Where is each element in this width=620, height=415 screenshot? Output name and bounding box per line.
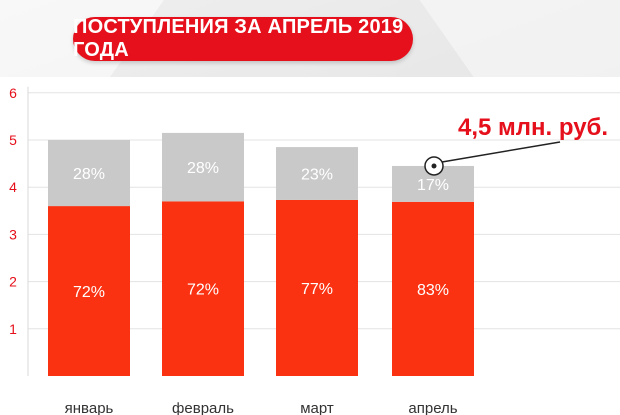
x-category-label: март xyxy=(300,400,334,415)
chart-title: ПОСТУПЛЕНИЯ ЗА АПРЕЛЬ 2019 ГОДА xyxy=(73,16,404,61)
x-category-label: апрель xyxy=(408,400,457,415)
data-label: 17% xyxy=(417,177,449,194)
bar-segment-bottom xyxy=(48,206,130,376)
y-tick-label: 3 xyxy=(9,226,17,242)
title-banner: ПОСТУПЛЕНИЯ ЗА АПРЕЛЬ 2019 ГОДА xyxy=(73,16,413,61)
bar-segment-top xyxy=(276,147,358,200)
y-tick-label: 1 xyxy=(9,321,17,337)
y-tick-label: 6 xyxy=(9,85,17,101)
dot-marker-center xyxy=(431,163,437,169)
x-category-label: февраль xyxy=(172,400,234,415)
bar-segment-top xyxy=(48,140,130,207)
data-label: 72% xyxy=(187,282,219,299)
bar-segment-bottom xyxy=(162,201,244,376)
y-tick-label: 4 xyxy=(9,179,17,195)
bar-segment-bottom xyxy=(392,201,474,376)
bar-segment-bottom xyxy=(276,199,358,376)
data-label: 77% xyxy=(301,281,333,298)
y-tick-label: 2 xyxy=(9,274,17,290)
callout-leader-line xyxy=(441,141,561,163)
bar-segment-top xyxy=(162,132,244,202)
x-category-label: январь xyxy=(65,400,114,415)
total-callout: 4,5 млн. руб. xyxy=(458,114,609,141)
data-label: 23% xyxy=(301,167,333,184)
data-label: 28% xyxy=(187,160,219,177)
data-label: 28% xyxy=(73,166,105,183)
data-label: 72% xyxy=(73,284,105,301)
data-label: 83% xyxy=(417,282,449,299)
y-tick-label: 5 xyxy=(9,132,17,148)
